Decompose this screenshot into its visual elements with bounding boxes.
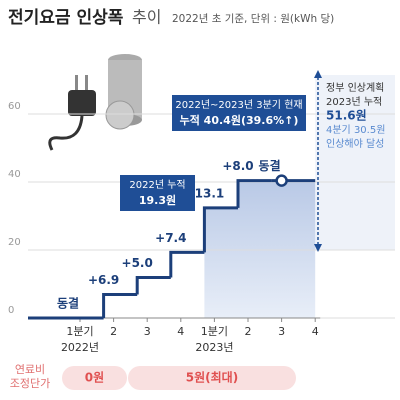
callout-text: 19.3원 (139, 193, 176, 207)
value-label: 동결 (57, 296, 79, 311)
callout-box (172, 95, 306, 131)
x-tick-label: 1분기 (201, 325, 228, 338)
shaded-area (204, 180, 316, 318)
fuel-label: 조정단가 (10, 377, 50, 390)
callout-text: 2022년~2023년 3분기 현재 (175, 99, 302, 111)
plan-text: 4분기 30.5원 (326, 124, 385, 136)
value-label: +5.0 (122, 256, 153, 270)
subtitle: 2022년 초 기준, 단위 : 원(kWh 당) (172, 12, 334, 25)
value-label: 동결 (259, 158, 281, 173)
fuel-value: 0원 (85, 371, 104, 385)
fuel-label: 연료비 (15, 363, 45, 376)
step (169, 250, 205, 278)
y-tick-label: 0 (8, 305, 14, 316)
title-suffix: 추이 (132, 8, 161, 27)
step (102, 293, 138, 318)
x-tick-label: 2 (245, 325, 252, 338)
chart-title: 전기요금 인상폭 (8, 8, 124, 28)
year-label: 2023년 (195, 341, 233, 354)
y-tick-label: 60 (8, 101, 21, 112)
x-tick-label: 2 (110, 325, 117, 338)
step (202, 206, 238, 253)
value-label: +7.4 (155, 231, 186, 245)
fuel-pill (62, 366, 127, 390)
callout-box (120, 175, 195, 211)
step (236, 179, 272, 208)
value-label: +8.0 (222, 159, 253, 173)
marker (275, 174, 288, 187)
x-tick-label: 4 (312, 325, 319, 338)
fuel-value: 5원(최대) (186, 370, 238, 385)
x-tick-label: 3 (278, 325, 285, 338)
plan-text: 2023년 누적 (326, 96, 382, 108)
step (135, 276, 171, 295)
x-tick-label: 1분기 (66, 325, 93, 338)
x-tick-label: 4 (177, 325, 184, 338)
callout-text: 2022년 누적 (129, 179, 185, 191)
projection-area (315, 75, 395, 250)
plan-text: 인상해야 달성 (326, 137, 384, 150)
plan-text: 정부 인상계획 (326, 82, 384, 94)
callout-text: 누적 40.4원(39.6%↑) (180, 113, 299, 127)
fuel-pill (128, 366, 296, 390)
x-tick-label: 3 (144, 325, 151, 338)
plug-icon (48, 54, 142, 151)
year-label: 2022년 (61, 341, 99, 354)
y-tick-label: 20 (8, 237, 21, 248)
y-tick-label: 40 (8, 169, 21, 180)
plan-text: 51.6원 (326, 109, 367, 123)
value-label: +6.9 (88, 273, 119, 287)
